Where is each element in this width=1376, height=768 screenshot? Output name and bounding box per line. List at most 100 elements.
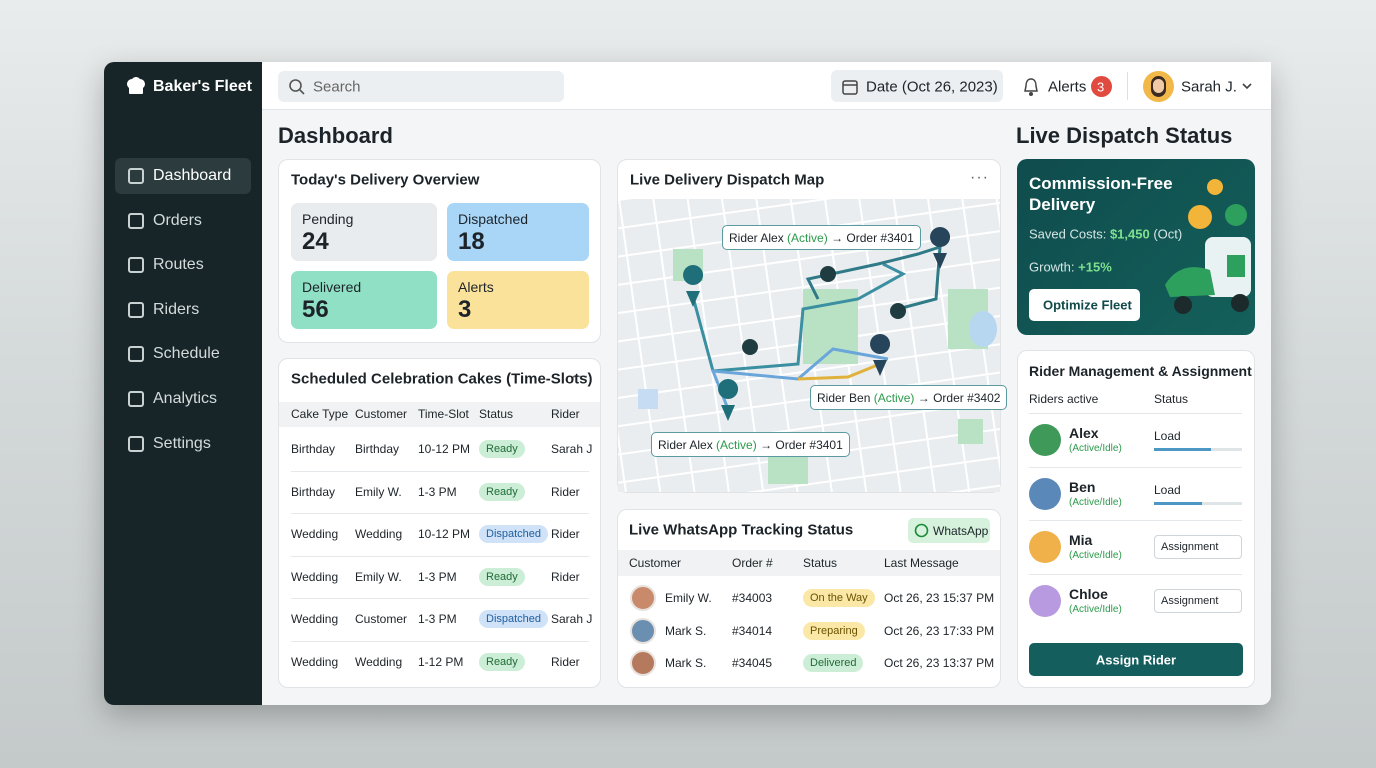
assignment-dropdown[interactable] [1154, 588, 1242, 613]
stat-value: 24 [302, 228, 329, 255]
column-header: Order # [732, 556, 773, 570]
status-pill: Dispatched [479, 525, 549, 544]
cell: Sarah J [551, 612, 593, 627]
date-picker[interactable] [831, 70, 1003, 102]
row-divider [1029, 466, 1242, 468]
alerts-badge [1091, 76, 1112, 97]
order: → Order #3401 [760, 438, 843, 452]
nav-item[interactable]: Dashboard [153, 167, 232, 184]
stat-label: Delivered [302, 279, 362, 295]
nav-icon[interactable] [128, 391, 144, 407]
nav-icon[interactable] [128, 212, 144, 229]
cell: Rider [551, 569, 580, 584]
row-divider [1029, 573, 1242, 575]
status-pill: On the Way [803, 589, 875, 607]
assign-button[interactable] [1029, 643, 1243, 676]
user-name[interactable]: Sarah J. [1181, 78, 1237, 96]
row-divider [291, 513, 589, 515]
more-menu[interactable]: ··· [571, 368, 590, 385]
whatsapp-icon [914, 523, 929, 538]
promo-title: Commission-Free Delivery [1029, 174, 1173, 214]
stat-tile [447, 203, 589, 261]
stat-tile [291, 271, 437, 329]
nav-item[interactable]: Riders [153, 300, 200, 318]
divider [1127, 72, 1128, 100]
column-header: Customer [355, 407, 408, 421]
cell: Rider [551, 527, 580, 542]
table-header-bg [618, 550, 1000, 576]
rider-status: Assignment [1161, 594, 1219, 607]
cell: Wedding [291, 527, 339, 542]
saved-label: Saved Costs: [1029, 226, 1107, 242]
overview-title: Today's Delivery Overview [291, 171, 480, 189]
map-label: Rider Alex (Active) → Order #3401 [722, 225, 921, 250]
cell: Rider [551, 484, 580, 499]
nav-item[interactable]: Schedule [153, 345, 220, 363]
saved-suffix: (Oct) [1153, 226, 1183, 242]
row-divider [1029, 520, 1242, 522]
riders-title: Rider Management & Assignment [1029, 363, 1252, 379]
more-menu[interactable]: ··· [970, 169, 989, 186]
cell: Customer [355, 612, 408, 627]
rider-state: (Active) [716, 438, 757, 452]
cell: Birthday [291, 442, 336, 456]
search-icon [289, 79, 305, 95]
calendar-icon [842, 80, 858, 95]
cell: #34003 [732, 591, 773, 605]
rider: Rider Alex [729, 231, 784, 245]
cell: 1-3 PM [418, 569, 457, 584]
cell: Rider [551, 655, 580, 669]
rider-state: (Active/Idle) [1069, 443, 1122, 454]
rider-name: Mia [1069, 532, 1093, 549]
nav-item[interactable]: Settings [153, 434, 211, 452]
rider-avatar [1029, 424, 1061, 456]
nav-icon[interactable] [128, 168, 144, 184]
cell: Emily W. [665, 591, 712, 605]
search-placeholder: Search [313, 78, 361, 96]
column-header: Status [803, 556, 838, 570]
promo-illustration [1165, 179, 1251, 314]
rider-avatar [1029, 531, 1061, 564]
rider-state: (Active/Idle) [1069, 603, 1122, 615]
user-caret[interactable] [1241, 82, 1253, 92]
cell: 1-12 PM [418, 655, 464, 669]
growth-label: Growth: [1029, 259, 1075, 275]
rider-avatar [1029, 584, 1061, 617]
whatsapp-title: Live WhatsApp Tracking Status [629, 521, 854, 539]
stat-value: 56 [302, 296, 329, 323]
nav-icon[interactable] [128, 257, 144, 274]
search-box[interactable] [278, 71, 564, 102]
cell: Birthday [355, 442, 400, 456]
alerts-label[interactable]: Alerts [1048, 78, 1087, 96]
promo-growth: Growth: +15% [1029, 260, 1112, 275]
cell: Emily W. [355, 569, 402, 584]
nav-icon[interactable] [128, 435, 144, 452]
bell-icon[interactable] [1022, 77, 1040, 97]
status-pill: Preparing [803, 621, 865, 640]
cell: Wedding [291, 655, 339, 669]
nav-icon[interactable] [128, 346, 144, 363]
row-divider [291, 598, 589, 600]
cell: Wedding [355, 655, 403, 669]
nav-icon[interactable] [128, 301, 144, 318]
cell: Wedding [291, 612, 339, 627]
map-label: Rider Alex (Active) → Order #3401 [651, 432, 850, 457]
optimize-button-label: Optimize Fleet [1043, 297, 1132, 313]
nav-item[interactable]: Analytics [153, 390, 218, 407]
cell: Oct 26, 23 15:37 PM [884, 591, 995, 605]
riders-card [1017, 350, 1255, 688]
stat-label: Alerts [458, 279, 494, 295]
stat-value: 18 [458, 228, 485, 255]
order: → Order #3401 [831, 231, 914, 245]
cell: Wedding [355, 527, 403, 542]
nav-item[interactable]: Orders [153, 211, 202, 229]
optimize-button[interactable] [1029, 289, 1140, 321]
row-divider [291, 470, 589, 472]
whatsapp-badge[interactable] [908, 518, 990, 543]
order: → Order #3402 [917, 391, 1001, 405]
rider-name: Ben [1069, 478, 1096, 495]
assignment-dropdown[interactable] [1154, 535, 1242, 560]
nav-item[interactable]: Routes [153, 256, 204, 274]
cell: Mark S. [665, 656, 707, 670]
